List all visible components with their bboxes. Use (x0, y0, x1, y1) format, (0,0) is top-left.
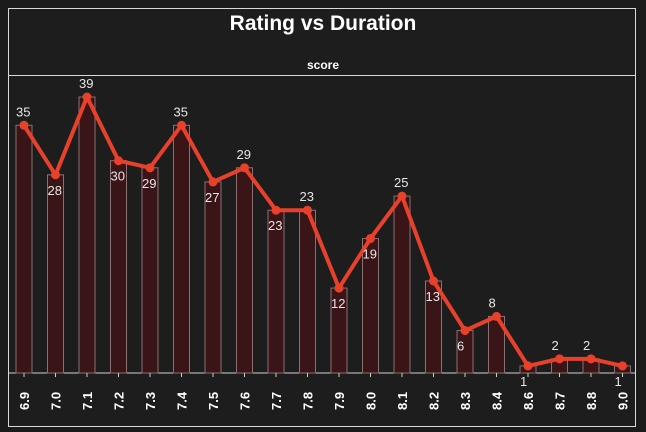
data-label: 23 (268, 218, 282, 233)
line-point (240, 163, 249, 173)
data-label: 28 (48, 183, 62, 198)
line-point (208, 177, 218, 187)
x-tick-label: 7.2 (112, 392, 127, 410)
x-tick-label: 7.7 (269, 392, 284, 410)
title-divider (9, 75, 635, 76)
bar (110, 160, 127, 374)
bar (299, 209, 316, 374)
data-label: 29 (142, 176, 156, 191)
series-line (22, 95, 625, 368)
data-label: 1 (615, 374, 622, 389)
x-tick-label: 8.0 (364, 392, 379, 410)
x-tick-label: 8.2 (427, 392, 442, 410)
line-point (618, 361, 627, 371)
line-point (460, 326, 470, 336)
data-label: 29 (237, 147, 251, 162)
x-tick-label: 8.1 (395, 392, 410, 410)
data-label: 6 (457, 339, 464, 354)
data-label: 27 (205, 190, 219, 205)
x-tick-label: 8.4 (490, 391, 505, 410)
line-point (114, 156, 123, 166)
bar (141, 167, 159, 374)
x-tick-label: 8.8 (584, 392, 599, 410)
x-tick-label: 8.7 (553, 392, 568, 410)
line-point (492, 311, 501, 321)
line-point (82, 92, 92, 102)
data-label: 2 (583, 338, 590, 353)
line-point (177, 120, 186, 130)
line-point (366, 234, 375, 244)
chart-subtitle: score (306, 58, 340, 72)
x-tick-label: 8.3 (458, 392, 473, 410)
x-tick-label: 7.8 (301, 392, 316, 410)
data-label: 35 (174, 104, 188, 119)
x-tick-label: 7.0 (49, 392, 64, 410)
bar (204, 181, 222, 374)
line-point (19, 120, 29, 130)
bar (173, 124, 190, 374)
line-point (586, 354, 596, 364)
line-point (51, 170, 60, 180)
x-tick-label: 7.5 (206, 392, 221, 410)
line-point (429, 276, 438, 286)
data-label: 39 (79, 76, 93, 91)
line-point (523, 361, 533, 371)
line-point (145, 163, 155, 173)
data-label: 25 (394, 175, 408, 190)
data-label: 1 (520, 374, 527, 389)
x-tick-label: 9.0 (616, 392, 631, 410)
chart-title: Rating vs Duration (229, 12, 417, 35)
line-point (303, 205, 312, 215)
line-point (397, 191, 407, 201)
x-tick-label: 7.9 (332, 392, 347, 410)
bar (267, 209, 285, 374)
data-label: 13 (426, 289, 440, 304)
bar (236, 167, 253, 374)
x-tick-label: 7.1 (80, 392, 95, 410)
line-point (271, 205, 281, 215)
data-label: 23 (300, 189, 314, 204)
x-tick-label: 7.4 (175, 391, 190, 410)
x-tick-label: 8.6 (521, 392, 536, 410)
line-point (555, 354, 564, 364)
x-tick-label: 6.9 (17, 392, 32, 410)
x-axis-band (9, 373, 635, 425)
data-label: 19 (363, 247, 377, 262)
x-tick-label: 7.3 (143, 392, 158, 410)
bar (47, 174, 64, 374)
line-point (334, 283, 344, 293)
bar (15, 124, 33, 374)
data-label: 12 (331, 296, 345, 311)
x-tick-label: 7.6 (238, 392, 253, 410)
data-label: 30 (111, 169, 125, 184)
data-label: 2 (552, 338, 559, 353)
bar (78, 96, 96, 374)
data-label: 8 (489, 295, 496, 310)
bar (393, 195, 411, 374)
data-label: 35 (16, 104, 30, 119)
